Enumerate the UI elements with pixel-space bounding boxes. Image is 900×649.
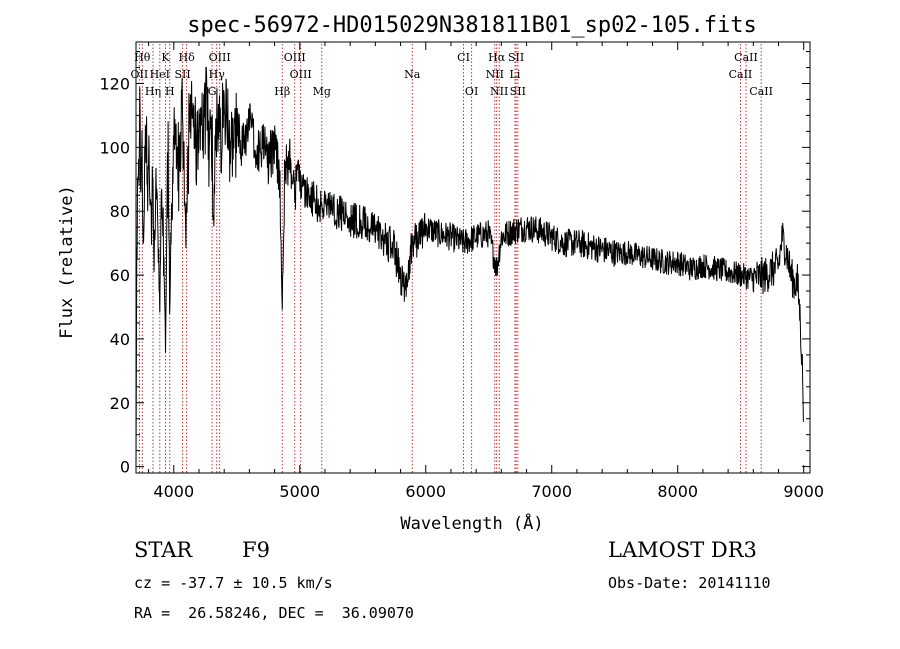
spectral-line-label-16: Li <box>510 68 521 81</box>
spectral-line-label-9: OII <box>131 68 149 81</box>
spectral-line-label-14: Na <box>404 68 421 81</box>
spectral-line-label-20: G <box>208 85 217 98</box>
object-subclass: F9 <box>242 538 270 562</box>
spectral-line-label-5: CI <box>457 51 470 64</box>
spectral-line-label-22: Mg <box>313 85 331 98</box>
y-tick-label-6: 120 <box>99 75 130 94</box>
observation-date: Obs-Date: 20141110 <box>608 574 771 592</box>
spectral-line-label-21: Hβ <box>274 85 290 98</box>
spectral-line-label-2: Hδ <box>179 51 196 64</box>
survey-name: LAMOST DR3 <box>608 538 757 562</box>
spectral-line-label-6: Hα <box>488 51 506 64</box>
y-tick-label-4: 80 <box>110 202 130 221</box>
spectral-line-label-25: SII <box>510 85 526 98</box>
spectral-line-label-17: CaII <box>729 68 753 81</box>
spectral-line-label-0: Hθ <box>134 51 151 64</box>
spectral-line-label-7: SII <box>508 51 524 64</box>
y-axis-label: Flux (relative) <box>57 185 77 339</box>
x-tick-label-0: 4000 <box>153 482 194 501</box>
spectral-line-label-13: OIII <box>290 68 312 81</box>
x-tick-label-4: 8000 <box>657 482 698 501</box>
spectral-line-label-3: OIII <box>209 51 231 64</box>
object-class: STAR <box>134 538 193 562</box>
spectral-line-label-15: NII <box>486 68 504 81</box>
spectral-line-label-18: Hη <box>145 85 161 98</box>
spectrum-chart: spec-56972-HD015029N381811B01_sp02-105.f… <box>57 13 824 534</box>
x-tick-label-5: 9000 <box>783 482 824 501</box>
x-axis-label: Wavelength (Å) <box>400 512 543 534</box>
ra-dec-coordinates: RA = 26.58246, DEC = 36.09070 <box>134 604 414 622</box>
plot-frame <box>135 41 811 474</box>
spectral-line-label-23: OI <box>465 85 478 98</box>
y-tick-label-0: 0 <box>120 458 130 477</box>
redshift-cz: cz = -37.7 ± 10.5 km/s <box>134 574 333 592</box>
y-tick-label-3: 60 <box>110 266 130 285</box>
y-tick-label-2: 40 <box>110 330 130 349</box>
chart-title: spec-56972-HD015029N381811B01_sp02-105.f… <box>187 13 757 38</box>
spectral-line-label-11: SII <box>174 68 190 81</box>
x-tick-label-1: 5000 <box>279 482 320 501</box>
spectrum-line <box>135 67 804 467</box>
y-tick-label-1: 20 <box>110 394 130 413</box>
spectral-line-label-8: CaII <box>734 51 758 64</box>
spectral-line-label-24: NII <box>490 85 508 98</box>
spectral-line-label-12: Hγ <box>209 68 226 81</box>
spectral-line-label-19: H <box>165 85 175 98</box>
spectral-line-label-4: OIII <box>284 51 306 64</box>
spectral-line-label-10: HeI <box>150 68 170 81</box>
axis-ticks: 4000 5000 6000 7000 8000 9000 0 20 40 60 80 100 120 <box>99 42 824 501</box>
spectral-line-label-26: CaII <box>749 85 773 98</box>
x-tick-label-3: 7000 <box>531 482 572 501</box>
spectral-line-label-1: K <box>161 51 170 64</box>
y-tick-label-5: 100 <box>99 138 130 157</box>
x-tick-label-2: 6000 <box>405 482 446 501</box>
